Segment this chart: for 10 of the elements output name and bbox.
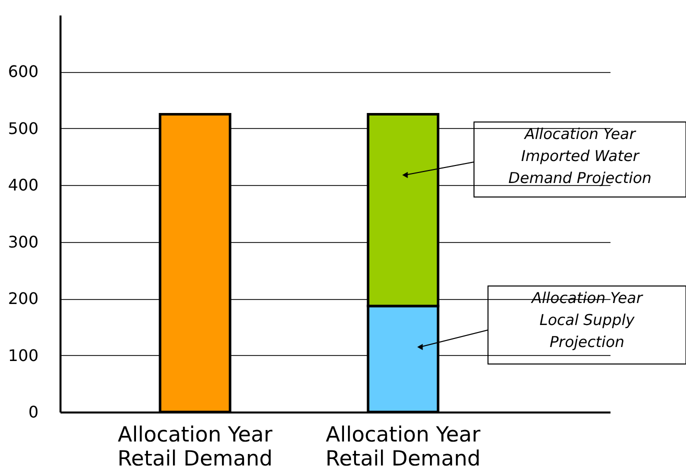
y-tick-label: 300 <box>8 232 38 252</box>
annotation: Allocation Year Imported Water Demand Projection <box>508 125 652 187</box>
y-tick-label: 0 <box>28 402 38 422</box>
y-tick-label: 200 <box>8 289 38 308</box>
y-tick-label: 400 <box>8 176 38 195</box>
y-tick-label: 100 <box>8 346 38 365</box>
y-tick-label: 500 <box>8 118 38 138</box>
x-tick-label: Allocation Year Retail Demand <box>326 422 481 467</box>
x-tick-label: Allocation Year Retail Demand <box>118 422 273 467</box>
y-tick-label: 600 <box>8 62 38 82</box>
